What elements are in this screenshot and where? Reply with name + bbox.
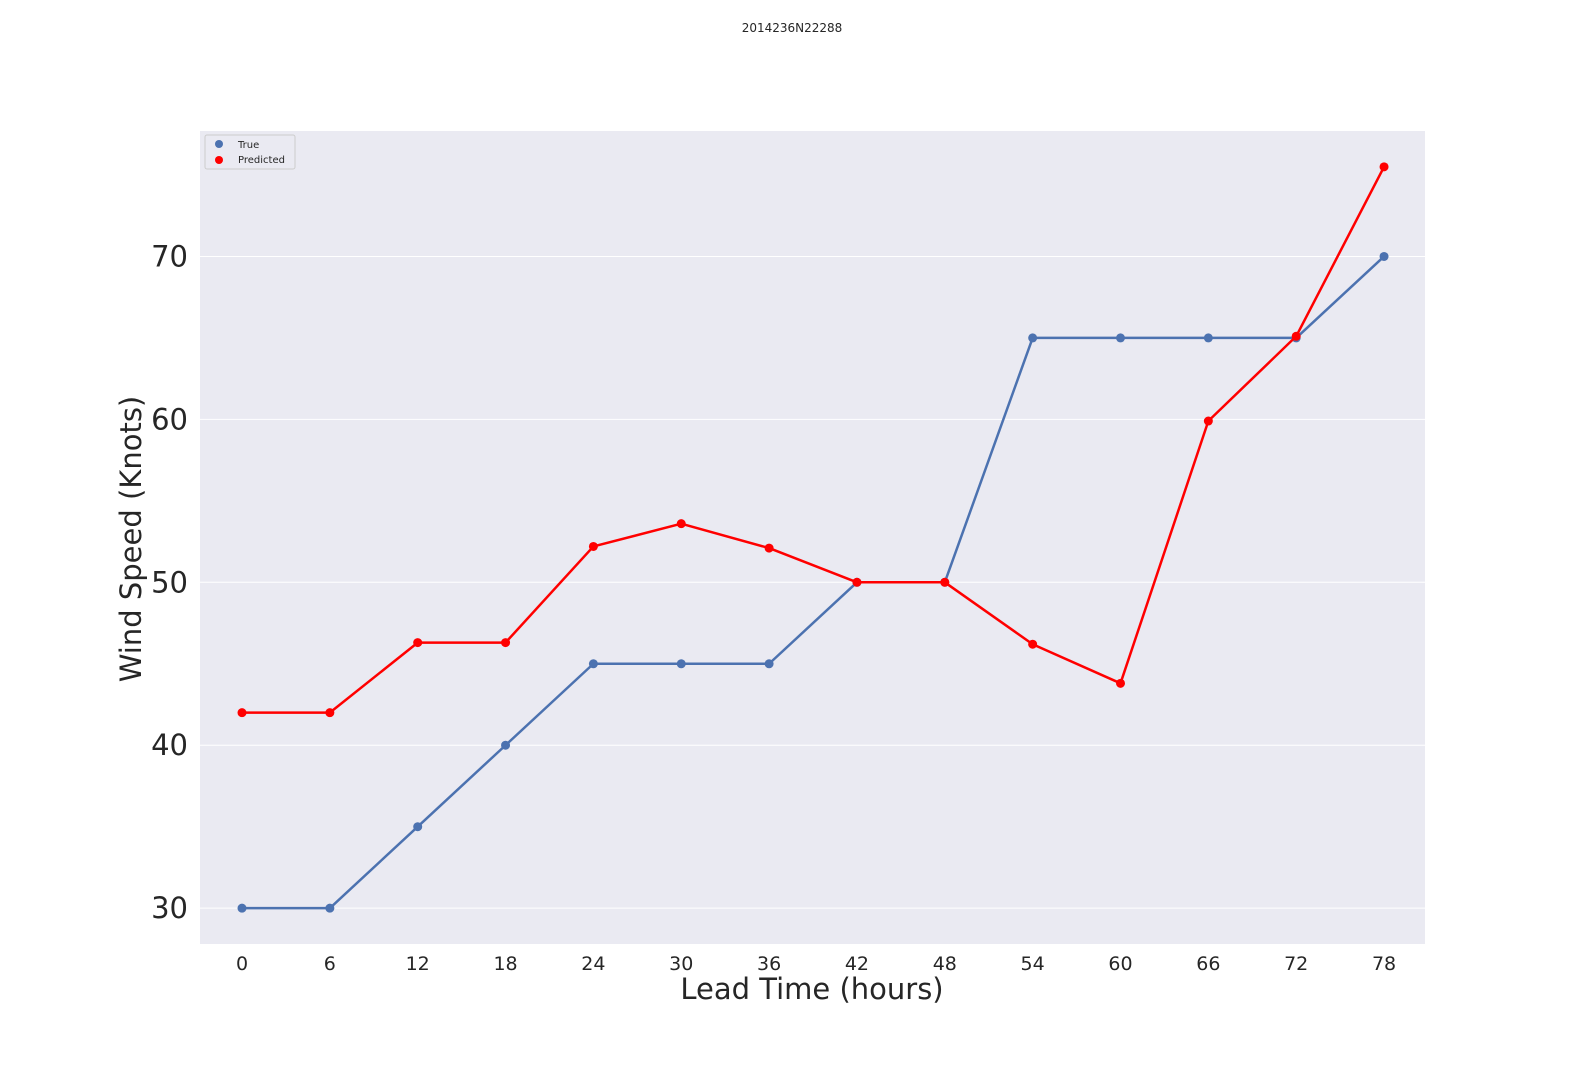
data-point-predicted	[1379, 162, 1389, 172]
data-point-predicted	[237, 708, 247, 718]
series-layer	[237, 162, 1389, 913]
data-point-predicted	[325, 708, 335, 718]
data-point-true	[325, 903, 335, 913]
data-point-predicted	[501, 638, 511, 648]
grid-lines	[200, 255, 1425, 909]
data-point-predicted	[940, 577, 950, 587]
data-point-true	[764, 659, 774, 669]
data-point-predicted	[676, 519, 686, 529]
x-tick-labels: 0 6 12 18 24 30 36 42 48 54 60 66 72 78	[236, 953, 1396, 975]
x-tick-label: 0	[236, 953, 248, 975]
data-point-true	[501, 740, 511, 750]
y-tick-label: 70	[151, 239, 188, 273]
data-point-predicted	[588, 541, 598, 551]
data-point-true	[1379, 251, 1389, 261]
x-tick-label: 12	[406, 953, 430, 975]
legend-label-true: True	[237, 140, 259, 151]
x-tick-label: 66	[1196, 953, 1220, 975]
x-tick-label: 54	[1021, 953, 1045, 975]
data-point-true	[1203, 333, 1213, 343]
data-point-predicted	[1116, 678, 1125, 688]
y-axis-label: Wind Speed (Knots)	[114, 396, 148, 682]
legend-label-predicted: Predicted	[238, 155, 285, 166]
chart-title: 2014236N22288	[742, 21, 843, 35]
legend-marker-true	[215, 140, 223, 148]
x-tick-label: 72	[1284, 953, 1308, 975]
data-point-predicted	[1028, 639, 1038, 649]
data-point-predicted	[852, 577, 862, 587]
x-tick-label: 78	[1372, 953, 1396, 975]
legend-box	[204, 134, 296, 170]
data-point-true	[676, 659, 686, 669]
y-tick-labels: 30 40 50 60 70	[151, 239, 188, 925]
series-line-predicted	[242, 166, 1386, 714]
x-tick-label: 6	[324, 953, 336, 975]
x-tick-label: 42	[845, 953, 869, 975]
plot-area	[200, 131, 1425, 944]
data-point-true	[588, 659, 598, 669]
x-tick-label: 18	[493, 953, 517, 975]
y-tick-label: 60	[151, 402, 188, 436]
data-point-predicted	[1203, 416, 1213, 426]
data-point-true	[413, 822, 423, 832]
data-point-true	[1116, 333, 1125, 343]
legend: True Predicted	[204, 134, 296, 170]
y-tick-label: 30	[151, 891, 188, 925]
x-tick-label: 60	[1108, 953, 1132, 975]
x-axis-label: Lead Time (hours)	[680, 972, 943, 1006]
series-line-true	[242, 255, 1385, 910]
x-tick-label: 30	[669, 953, 693, 975]
legend-marker-predicted	[215, 156, 223, 164]
y-tick-label: 40	[151, 728, 188, 762]
x-tick-label: 24	[581, 953, 605, 975]
data-point-predicted	[413, 638, 423, 648]
data-point-predicted	[1291, 331, 1301, 341]
x-tick-label: 36	[757, 953, 781, 975]
data-point-predicted	[764, 543, 774, 553]
data-point-true	[237, 903, 247, 913]
y-tick-label: 50	[151, 565, 188, 599]
x-tick-label: 48	[933, 953, 957, 975]
data-point-true	[1028, 333, 1038, 343]
